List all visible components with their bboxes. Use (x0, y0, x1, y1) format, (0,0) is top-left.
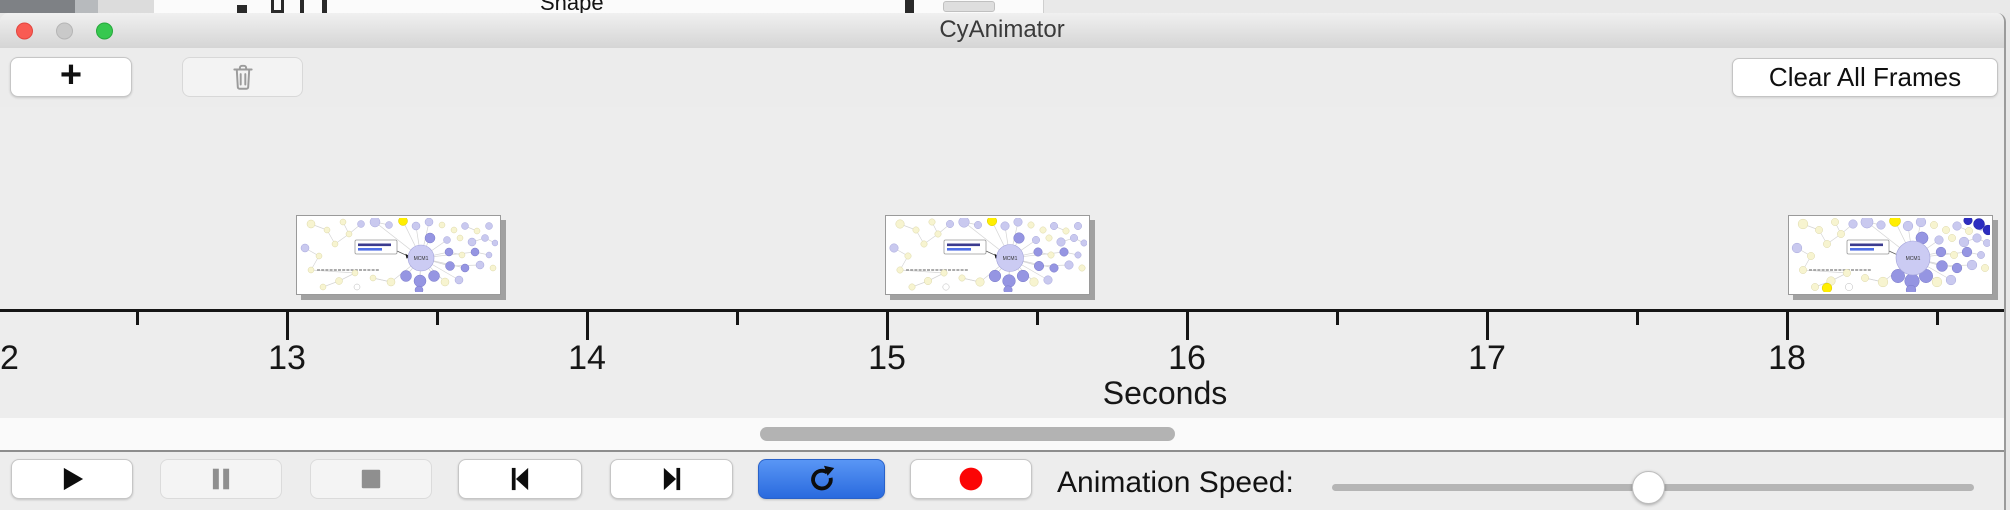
loop-icon (807, 464, 837, 494)
background-glyph-fragment (322, 0, 327, 13)
timeline-tick-major (885, 309, 889, 340)
timeline-scrollbar[interactable] (0, 418, 2004, 450)
window-title: CyAnimator (939, 16, 1065, 43)
timeline-tick-label: 18 (1768, 339, 1806, 377)
plus-icon: + (59, 54, 83, 96)
background-button-fragment (943, 1, 995, 12)
timeline-tick-major (1185, 309, 1189, 340)
timeline-tick-major (585, 309, 589, 340)
skip-end-icon (658, 465, 686, 493)
background-window-fragment (1043, 0, 2010, 13)
zoom-button[interactable] (96, 22, 113, 39)
trash-icon (229, 62, 257, 92)
timeline-tick-minor (435, 309, 439, 325)
background-window-fragment (75, 0, 98, 13)
pause-button[interactable] (160, 459, 282, 499)
timeline-axis-label: Seconds (1102, 375, 1228, 411)
network-preview-svg: MCM1 (1791, 218, 1990, 292)
play-icon (58, 465, 86, 493)
timeline-tick-label: 15 (868, 339, 906, 377)
stop-icon (358, 466, 384, 492)
speed-slider-thumb[interactable] (1631, 471, 1665, 504)
play-button[interactable] (11, 459, 133, 499)
svg-text:MCM1: MCM1 (1906, 256, 1921, 262)
background-window-strip: Shape (0, 0, 2010, 13)
background-glyph-fragment (300, 0, 304, 13)
animation-speed-label: Animation Speed: (1057, 466, 1294, 499)
background-glyph-fragment (905, 0, 914, 13)
background-window-fragment (154, 0, 1043, 13)
clear-all-frames-button[interactable]: Clear All Frames (1732, 58, 1998, 97)
keyframe-thumbnail[interactable]: MCM1 (1788, 215, 1993, 295)
background-glyph-fragment (237, 5, 247, 13)
timeline-panel[interactable]: Seconds 12 13 14 15 16 17 18 MCM1 MCM1 MCM1 (0, 107, 2004, 418)
timeline-tick-label: 12 (0, 339, 19, 377)
background-window-fragment (0, 0, 75, 13)
timeline-tick-label: 17 (1468, 339, 1506, 377)
titlebar: CyAnimator (0, 13, 2004, 49)
scrollbar-thumb[interactable] (760, 427, 1175, 441)
record-icon (958, 466, 984, 492)
network-preview-svg: MCM1 (889, 218, 1087, 292)
network-preview-svg: MCM1 (300, 218, 498, 292)
background-app-text: Shape (540, 0, 604, 13)
timeline-tick-minor (1035, 309, 1039, 325)
timeline-tick-label: 14 (568, 339, 606, 377)
timeline-tick-minor (735, 309, 739, 325)
skip-end-button[interactable] (610, 459, 733, 499)
divider (0, 450, 2004, 452)
add-frame-button[interactable]: + (10, 54, 132, 97)
skip-start-button[interactable] (458, 459, 582, 499)
pause-icon (208, 465, 234, 493)
stop-button[interactable] (310, 459, 432, 499)
timeline-tick-minor (1335, 309, 1339, 325)
timeline-tick-major (285, 309, 289, 340)
timeline-tick-minor (1635, 309, 1639, 325)
timeline-axis (0, 309, 2004, 312)
timeline-tick-label: 16 (1168, 339, 1206, 377)
svg-text:MCM1: MCM1 (1003, 256, 1018, 262)
close-button[interactable] (16, 22, 33, 39)
keyframe-thumbnail[interactable]: MCM1 (296, 215, 501, 295)
timeline-tick-major (1485, 309, 1489, 340)
timeline-tick-minor (135, 309, 139, 325)
loop-button[interactable] (758, 459, 885, 499)
background-window-fragment (98, 0, 154, 13)
minimize-button[interactable] (56, 22, 73, 39)
timeline-tick-minor (1935, 309, 1939, 325)
record-button[interactable] (910, 459, 1032, 499)
background-glyph-fragment (271, 0, 284, 13)
svg-text:MCM1: MCM1 (414, 256, 429, 262)
playback-bar: Animation Speed: (0, 452, 2004, 510)
keyframe-thumbnail[interactable]: MCM1 (885, 215, 1090, 295)
timeline-tick-label: 13 (268, 339, 306, 377)
skip-start-icon (506, 465, 534, 493)
timeline-tick-major (1785, 309, 1789, 340)
delete-frame-button[interactable] (182, 57, 303, 97)
cyanimator-window: CyAnimator + Clear All Frames S (0, 13, 2006, 510)
